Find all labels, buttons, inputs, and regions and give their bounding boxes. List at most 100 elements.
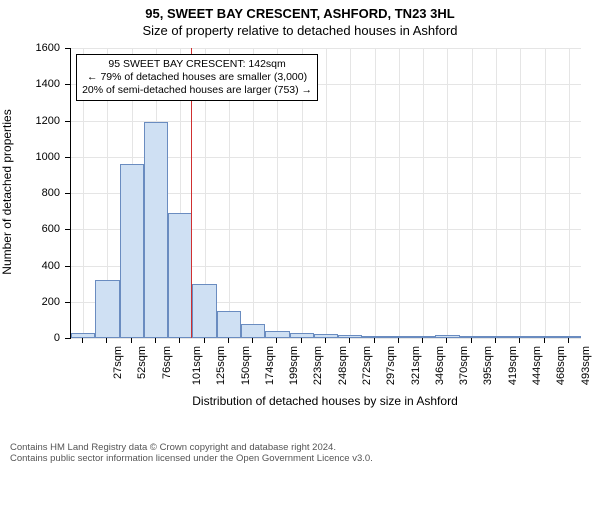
annotation-line: 95 SWEET BAY CRESCENT: 142sqm bbox=[82, 58, 312, 71]
x-tick-label: 468sqm bbox=[555, 346, 567, 385]
histogram-bar bbox=[557, 336, 581, 338]
x-tick-label: 27sqm bbox=[112, 346, 124, 379]
x-axis-label: Distribution of detached houses by size … bbox=[70, 394, 580, 408]
x-tick-mark bbox=[276, 338, 277, 343]
histogram-bar bbox=[435, 335, 459, 338]
x-tick-mark bbox=[519, 338, 520, 343]
annotation-line: ← 79% of detached houses are smaller (3,… bbox=[82, 71, 312, 84]
y-tick-label: 1000 bbox=[0, 151, 60, 163]
histogram-bar bbox=[290, 333, 314, 338]
x-tick-mark bbox=[568, 338, 569, 343]
annotation-box: 95 SWEET BAY CRESCENT: 142sqm← 79% of de… bbox=[76, 54, 318, 101]
x-tick-label: 125sqm bbox=[215, 346, 227, 385]
histogram-bar bbox=[241, 324, 265, 339]
x-tick-label: 370sqm bbox=[458, 346, 470, 385]
x-tick-mark bbox=[179, 338, 180, 343]
x-tick-label: 493sqm bbox=[580, 346, 592, 385]
x-tick-mark bbox=[301, 338, 302, 343]
y-tick-label: 1600 bbox=[0, 42, 60, 54]
x-tick-mark bbox=[131, 338, 132, 343]
gridline-vertical bbox=[545, 48, 546, 338]
footer-line-1: Contains HM Land Registry data © Crown c… bbox=[10, 442, 590, 453]
x-tick-mark bbox=[495, 338, 496, 343]
x-tick-mark bbox=[155, 338, 156, 343]
gridline-vertical bbox=[496, 48, 497, 338]
gridline-vertical bbox=[326, 48, 327, 338]
histogram-bar bbox=[95, 280, 119, 338]
y-tick-mark bbox=[65, 84, 70, 85]
histogram-bar bbox=[168, 213, 192, 338]
y-tick-mark bbox=[65, 338, 70, 339]
y-tick-label: 800 bbox=[0, 187, 60, 199]
x-tick-label: 199sqm bbox=[288, 346, 300, 385]
x-tick-label: 272sqm bbox=[361, 346, 373, 385]
annotation-line: 20% of semi-detached houses are larger (… bbox=[82, 84, 312, 97]
y-tick-mark bbox=[65, 121, 70, 122]
histogram-bar bbox=[460, 336, 484, 338]
x-tick-label: 321sqm bbox=[410, 346, 422, 385]
x-tick-mark bbox=[422, 338, 423, 343]
y-tick-label: 0 bbox=[0, 332, 60, 344]
y-tick-mark bbox=[65, 266, 70, 267]
x-tick-mark bbox=[349, 338, 350, 343]
x-tick-mark bbox=[325, 338, 326, 343]
x-tick-label: 444sqm bbox=[531, 346, 543, 385]
x-tick-mark bbox=[374, 338, 375, 343]
y-tick-label: 200 bbox=[0, 296, 60, 308]
y-tick-mark bbox=[65, 302, 70, 303]
x-tick-label: 223sqm bbox=[313, 346, 325, 385]
x-tick-label: 76sqm bbox=[161, 346, 173, 379]
x-tick-label: 52sqm bbox=[136, 346, 148, 379]
gridline-vertical bbox=[569, 48, 570, 338]
gridline-vertical bbox=[423, 48, 424, 338]
y-tick-mark bbox=[65, 48, 70, 49]
x-tick-mark bbox=[106, 338, 107, 343]
x-tick-label: 248sqm bbox=[337, 346, 349, 385]
histogram-bar bbox=[532, 336, 556, 338]
y-tick-mark bbox=[65, 193, 70, 194]
gridline-vertical bbox=[399, 48, 400, 338]
x-tick-label: 297sqm bbox=[385, 346, 397, 385]
x-tick-mark bbox=[82, 338, 83, 343]
x-tick-label: 101sqm bbox=[191, 346, 203, 385]
page-subtitle: Size of property relative to detached ho… bbox=[0, 23, 600, 38]
y-tick-mark bbox=[65, 157, 70, 158]
histogram-bar bbox=[192, 284, 216, 338]
page-title-address: 95, SWEET BAY CRESCENT, ASHFORD, TN23 3H… bbox=[0, 6, 600, 21]
gridline-horizontal bbox=[71, 338, 581, 339]
x-tick-mark bbox=[398, 338, 399, 343]
histogram-bar bbox=[265, 331, 289, 338]
histogram-bar bbox=[217, 311, 241, 338]
x-tick-label: 150sqm bbox=[240, 346, 252, 385]
gridline-vertical bbox=[350, 48, 351, 338]
y-tick-label: 1200 bbox=[0, 115, 60, 127]
histogram-bar bbox=[338, 335, 362, 338]
histogram-bar bbox=[387, 336, 411, 338]
x-tick-mark bbox=[228, 338, 229, 343]
plot-area: 95 SWEET BAY CRESCENT: 142sqm← 79% of de… bbox=[70, 48, 581, 339]
x-tick-label: 174sqm bbox=[264, 346, 276, 385]
footer: Contains HM Land Registry data © Crown c… bbox=[0, 438, 600, 465]
y-tick-mark bbox=[65, 229, 70, 230]
footer-line-2: Contains public sector information licen… bbox=[10, 453, 590, 464]
y-tick-label: 600 bbox=[0, 223, 60, 235]
gridline-vertical bbox=[472, 48, 473, 338]
x-tick-mark bbox=[471, 338, 472, 343]
histogram-bar bbox=[362, 336, 386, 338]
y-tick-label: 1400 bbox=[0, 78, 60, 90]
histogram-bar bbox=[71, 333, 95, 338]
chart-container: 95 SWEET BAY CRESCENT: 142sqm← 79% of de… bbox=[0, 38, 600, 438]
histogram-bar bbox=[120, 164, 144, 338]
histogram-bar bbox=[508, 336, 532, 338]
histogram-bar bbox=[144, 122, 168, 338]
x-tick-label: 395sqm bbox=[483, 346, 495, 385]
x-tick-label: 346sqm bbox=[434, 346, 446, 385]
y-tick-label: 400 bbox=[0, 260, 60, 272]
gridline-vertical bbox=[520, 48, 521, 338]
x-tick-label: 419sqm bbox=[507, 346, 519, 385]
x-tick-mark bbox=[446, 338, 447, 343]
histogram-bar bbox=[411, 336, 435, 338]
x-tick-mark bbox=[204, 338, 205, 343]
x-tick-mark bbox=[544, 338, 545, 343]
gridline-vertical bbox=[447, 48, 448, 338]
